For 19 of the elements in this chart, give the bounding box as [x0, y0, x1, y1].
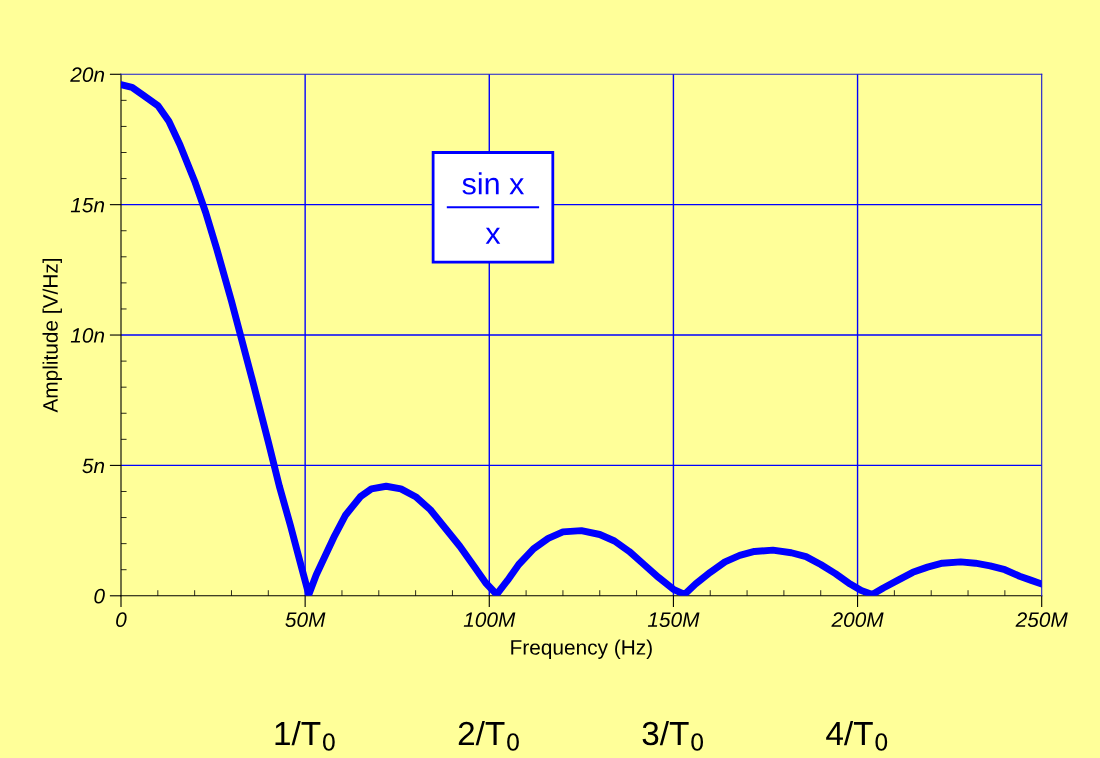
- y-tick-label: 15n: [70, 197, 105, 213]
- annotation: x: [485, 227, 501, 244]
- annotation: sin x: [462, 172, 525, 195]
- y-tick-label: 5n: [82, 458, 105, 474]
- x-tick-label: 0: [116, 612, 127, 628]
- text: 1/T$_{0}$: [275, 720, 335, 751]
- text: 4/T$_{0}$: [826, 720, 888, 751]
- y-axis-title: Amplitude [V/Hz]: [42, 258, 62, 413]
- x-tick-label: 150M: [647, 612, 700, 628]
- x-tick-label: 100M: [463, 612, 516, 628]
- x-tick-label: 50M: [285, 612, 326, 628]
- y-tick-label: 0: [94, 588, 105, 604]
- text: 2/T$_{0}$: [458, 720, 519, 751]
- x-axis-title: Frequency (Hz): [511, 639, 652, 659]
- x-tick-label: 250M: [1015, 612, 1068, 628]
- x-tick-label: 200M: [831, 612, 884, 628]
- y-tick-label: 10n: [70, 328, 105, 343]
- y-tick-label: 20n: [70, 67, 105, 83]
- text: 3/T$_{0}$: [642, 720, 704, 751]
